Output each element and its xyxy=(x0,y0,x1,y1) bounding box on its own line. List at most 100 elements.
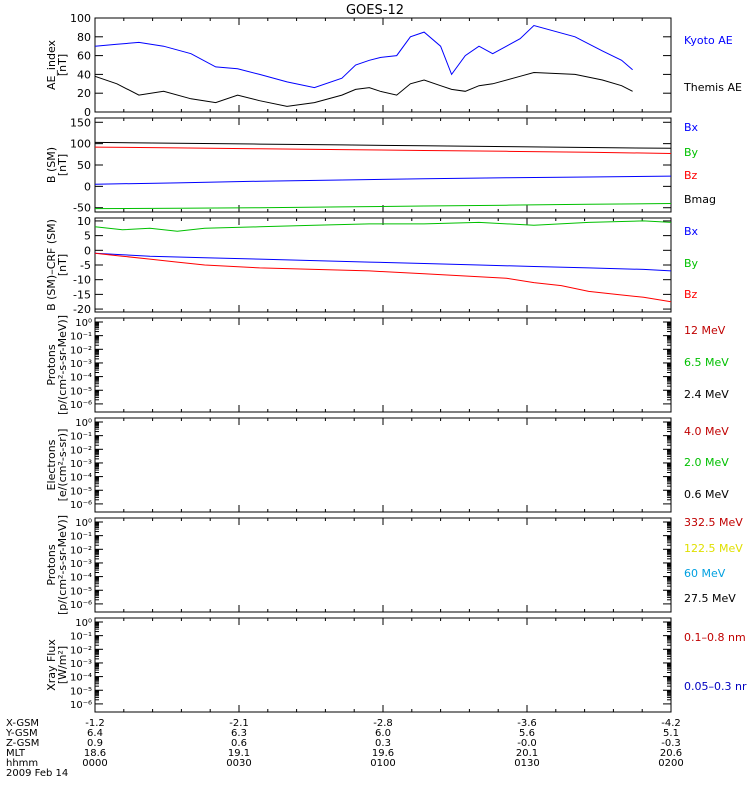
y-axis-label: [e/(cm²-s-sr)] xyxy=(56,429,69,502)
ephemeris-value: 0000 xyxy=(82,758,107,769)
legend-label: 12 MeV xyxy=(684,324,726,337)
y-tick-label: 10⁻¹ xyxy=(70,632,92,643)
y-tick-label: 150 xyxy=(70,116,91,129)
y-axis-label: Protons xyxy=(45,544,58,585)
y-tick-label: 5 xyxy=(84,230,91,243)
y-tick-label: 10⁻³ xyxy=(70,559,92,570)
ephemeris-row-label: Y-GSM xyxy=(5,728,38,739)
series-line-bz xyxy=(94,252,672,303)
y-tick-label: 10⁻³ xyxy=(70,459,92,470)
ephemeris-value: 19.6 xyxy=(372,748,394,759)
y-tick-label: 10⁻⁶ xyxy=(70,400,92,411)
y-tick-label: 100 xyxy=(70,12,91,25)
ephemeris-value: 0.6 xyxy=(231,738,247,749)
ephemeris-row-label: hhmm xyxy=(6,758,38,769)
panel-frame xyxy=(94,617,672,713)
ephemeris-value: 5.6 xyxy=(519,728,535,739)
y-tick-label: 10⁻³ xyxy=(70,659,92,670)
panel-b xyxy=(94,117,672,213)
legend-label: By xyxy=(684,257,699,270)
ephemeris-value: 0100 xyxy=(370,758,395,769)
y-tick-label: -10 xyxy=(73,274,91,287)
panel-frame xyxy=(94,217,672,313)
legend-label: 2.4 MeV xyxy=(684,388,729,401)
y-tick-label: 10⁻² xyxy=(70,545,92,556)
series-line-kyoto-ae xyxy=(94,24,633,89)
ephemeris-date: 2009 Feb 14 xyxy=(6,768,68,779)
y-tick-label: 10⁻¹ xyxy=(70,432,92,443)
y-tick-label: 60 xyxy=(77,50,91,63)
y-tick-label: -15 xyxy=(73,288,91,301)
ephemeris-value: -3.6 xyxy=(517,718,537,729)
y-tick-label: 10⁰ xyxy=(75,318,92,329)
y-tick-label: 10⁻⁵ xyxy=(70,486,92,497)
series-line-themis-ae xyxy=(94,71,633,107)
panel-frame xyxy=(94,517,672,613)
legend-label: 60 MeV xyxy=(684,567,726,580)
ephemeris-value: -2.1 xyxy=(229,718,249,729)
y-tick-label: 20 xyxy=(77,87,91,100)
y-tick-label: 10⁻⁴ xyxy=(70,573,92,584)
y-tick-label: 50 xyxy=(77,159,91,172)
y-tick-label: 10⁻⁵ xyxy=(70,386,92,397)
y-tick-label: 80 xyxy=(77,31,91,44)
y-tick-label: 10⁻² xyxy=(70,445,92,456)
y-axis-label: [p/(cm²-s-sr-MeV)] xyxy=(56,515,69,615)
ephemeris-value: 0030 xyxy=(226,758,251,769)
ephemeris-value: 0130 xyxy=(514,758,539,769)
series-line-bx xyxy=(94,252,672,272)
legend-label: 27.5 MeV xyxy=(684,592,736,605)
ephemeris-value: 20.6 xyxy=(660,748,682,759)
series-line-bmag xyxy=(94,141,672,149)
y-tick-label: -20 xyxy=(73,303,91,316)
y-tick-label: 10⁻² xyxy=(70,645,92,656)
panel-frame xyxy=(94,317,672,413)
series-line-by xyxy=(94,203,672,210)
panel-frame xyxy=(94,417,672,513)
y-axis-label: Electrons xyxy=(45,439,58,490)
legend-label: Kyoto AE xyxy=(684,34,733,47)
y-tick-label: 10⁻⁴ xyxy=(70,473,92,484)
ephemeris-value: 0.9 xyxy=(87,738,103,749)
y-tick-label: 0 xyxy=(84,106,91,119)
plot-title: GOES-12 xyxy=(346,3,404,18)
legend-label: By xyxy=(684,146,699,159)
legend-label: 0.6 MeV xyxy=(684,488,729,501)
y-tick-label: 0 xyxy=(84,244,91,257)
ephemeris-value: -2.8 xyxy=(373,718,393,729)
y-tick-label: 10⁻¹ xyxy=(70,332,92,343)
ephemeris-value: 18.6 xyxy=(84,748,106,759)
ephemeris-row-label: Z-GSM xyxy=(6,738,39,749)
ephemeris-value: 6.0 xyxy=(375,728,391,739)
legend-label: Bz xyxy=(684,288,698,301)
y-axis-label: AE_index xyxy=(45,39,58,90)
y-axis-label: B (SM)–CRF (SM) xyxy=(45,219,58,311)
series-line-by xyxy=(94,220,672,232)
y-tick-label: -5 xyxy=(80,259,91,272)
ephemeris-value: 5.1 xyxy=(663,728,679,739)
legend-label: 0.05–0.3 nr xyxy=(684,680,747,693)
panel-xray xyxy=(94,617,672,713)
ephemeris-value: -0.0 xyxy=(517,738,537,749)
y-axis-label: B (SM) xyxy=(45,147,58,183)
y-tick-label: 10⁻⁶ xyxy=(70,500,92,511)
legend-label: Bmag xyxy=(684,193,716,206)
y-axis-label: [p/(cm²-s-sr-MeV)] xyxy=(56,315,69,415)
y-tick-label: 100 xyxy=(70,138,91,151)
y-tick-label: 10⁻³ xyxy=(70,359,92,370)
ephemeris-value: 19.1 xyxy=(228,748,250,759)
series-line-bz xyxy=(94,146,672,154)
legend-label: Themis AE xyxy=(683,81,742,94)
panel-ae xyxy=(94,17,672,113)
y-tick-label: 10⁰ xyxy=(75,518,92,529)
ephemeris-value: 20.1 xyxy=(516,748,538,759)
y-tick-label: 10⁻⁵ xyxy=(70,686,92,697)
legend-label: 122.5 MeV xyxy=(684,542,743,555)
y-axis-label: [nT] xyxy=(56,154,69,176)
legend-label: Bx xyxy=(684,225,699,238)
panel-frame xyxy=(94,117,672,213)
legend-label: 2.0 MeV xyxy=(684,456,729,469)
y-tick-label: 10⁻¹ xyxy=(70,532,92,543)
y-tick-label: 10⁻⁵ xyxy=(70,586,92,597)
